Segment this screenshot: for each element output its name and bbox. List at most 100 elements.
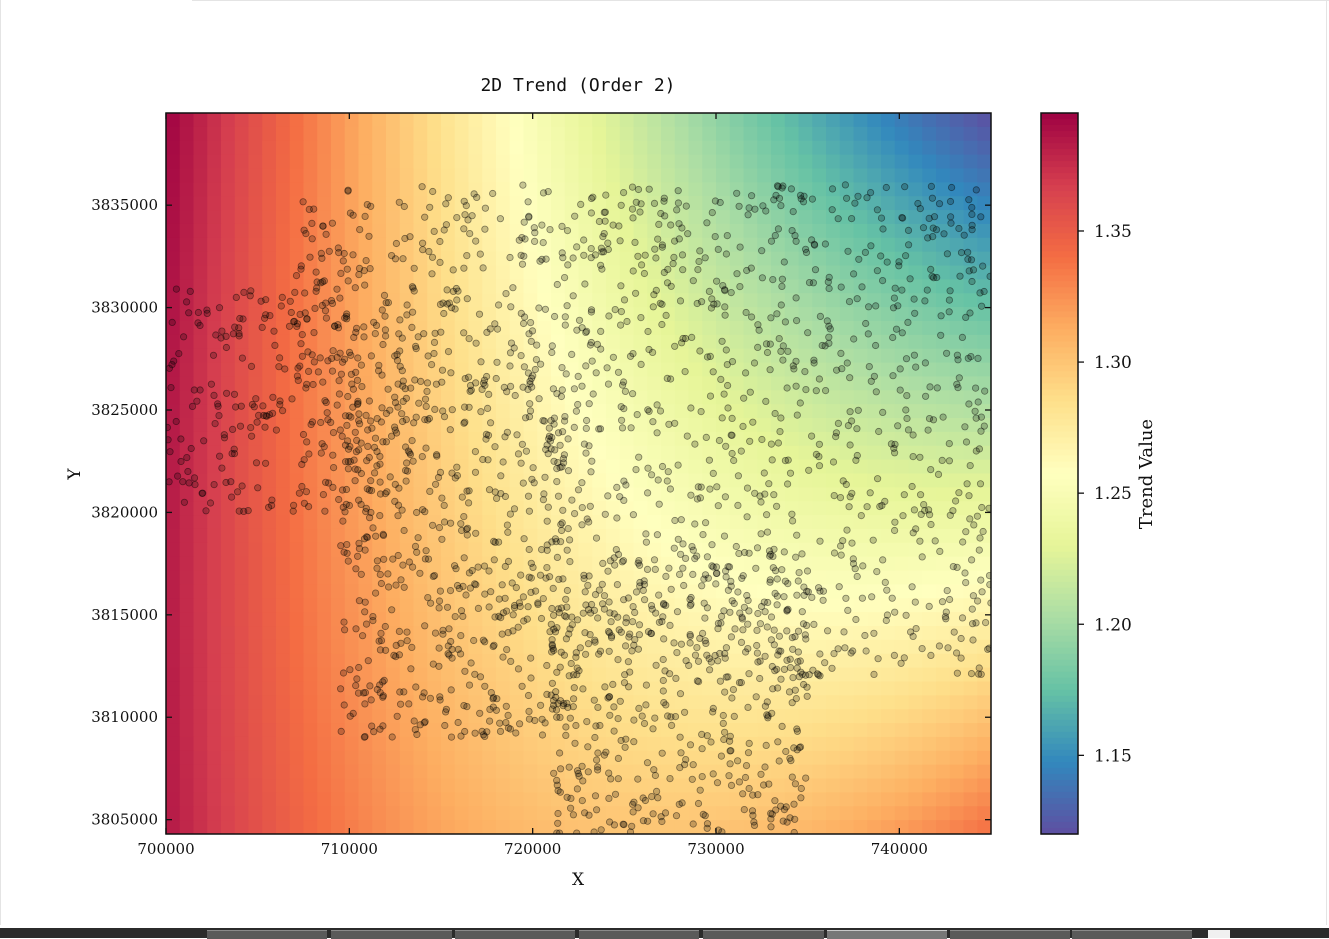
heatmap-cell [881,501,896,516]
heatmap-cell [894,196,910,211]
data-point [604,245,612,254]
data-point [496,215,504,223]
heatmap-cell [647,140,662,156]
heatmap-cell [166,653,181,669]
heatmap-cell [551,154,566,170]
heatmap-cell [427,182,442,197]
heatmap-cell [578,140,593,156]
heatmap-cell [523,362,538,378]
data-point [640,596,649,604]
heatmap-cell [523,778,538,794]
heatmap-cell [826,334,841,350]
data-point [451,612,459,621]
data-point [829,458,838,466]
heatmap-cell [894,820,910,834]
heatmap-cell [743,459,758,475]
heatmap-cell [221,626,236,641]
data-point [841,644,849,652]
heatmap-cell [344,376,360,391]
heatmap-cell [166,764,181,780]
heatmap-cell [798,320,813,336]
heatmap-cell [963,293,978,308]
heatmap-cell [743,723,758,738]
data-point [966,515,974,523]
heatmap-cell [207,293,222,308]
heatmap-cell [798,279,813,294]
heatmap-cell [193,695,208,710]
heatmap-cell [454,154,470,170]
heatmap-cell [248,473,263,488]
heatmap-cell [867,279,882,294]
heatmap-cell [647,210,662,225]
heatmap-cell [317,113,332,128]
heatmap-cell [179,265,195,280]
data-point [931,537,939,545]
heatmap-cell [936,792,951,807]
heatmap-cell [386,376,401,391]
data-point [679,540,687,548]
heatmap-cell [688,501,703,516]
heatmap-cell [551,182,566,197]
data-point [240,288,248,296]
data-point [853,572,861,581]
heatmap-cell [317,279,332,294]
heatmap-cell [716,251,731,267]
data-point [527,674,535,682]
heatmap-cell [633,653,648,669]
heatmap-cell [551,445,566,461]
heatmap-cell [619,390,635,405]
heatmap-cell [358,196,373,211]
heatmap-cell [193,445,208,461]
data-point [454,718,462,727]
data-point [540,417,549,425]
heatmap-cell [372,501,387,516]
heatmap-cell [881,681,896,696]
data-point [723,360,731,369]
heatmap-cell [468,320,483,336]
data-point [525,413,534,421]
heatmap-cell [729,348,745,364]
heatmap-cell [468,237,483,253]
heatmap-cell [606,570,621,586]
data-point [391,497,399,505]
heatmap-cell [344,820,360,834]
data-point [361,212,369,220]
heatmap-cell [179,653,195,669]
data-point [686,639,694,647]
heatmap-cell [193,431,208,447]
data-point [849,647,857,655]
heatmap-cell [193,320,208,336]
heatmap-cell [716,431,731,447]
heatmap-cell [647,639,662,655]
heatmap-cell [936,681,951,696]
heatmap-cell [262,334,277,350]
heatmap-cell [496,113,511,128]
data-point [656,299,664,307]
heatmap-cell [578,515,593,530]
heatmap-cell [399,154,415,170]
data-point [587,468,595,476]
heatmap-cell [743,307,758,322]
heatmap-cell [166,445,181,461]
heatmap-cell [661,528,676,544]
heatmap-cell [193,667,208,683]
data-point [503,521,511,529]
heatmap-cell [234,279,250,294]
data-point [340,626,349,634]
data-point [483,404,492,412]
heatmap-cell [386,251,401,267]
heatmap-cell [262,709,277,724]
heatmap-cell [936,709,951,724]
heatmap-cell [331,223,346,239]
data-point [437,328,445,336]
heatmap-cell [386,182,401,197]
data-point [534,600,542,609]
data-point [321,478,330,486]
heatmap-cell [771,140,786,156]
data-point [502,289,510,298]
data-point [874,655,882,663]
heatmap-cell [881,154,896,170]
heatmap-cell [894,736,910,752]
heatmap-cell [894,639,910,655]
heatmap-cell [867,542,882,558]
